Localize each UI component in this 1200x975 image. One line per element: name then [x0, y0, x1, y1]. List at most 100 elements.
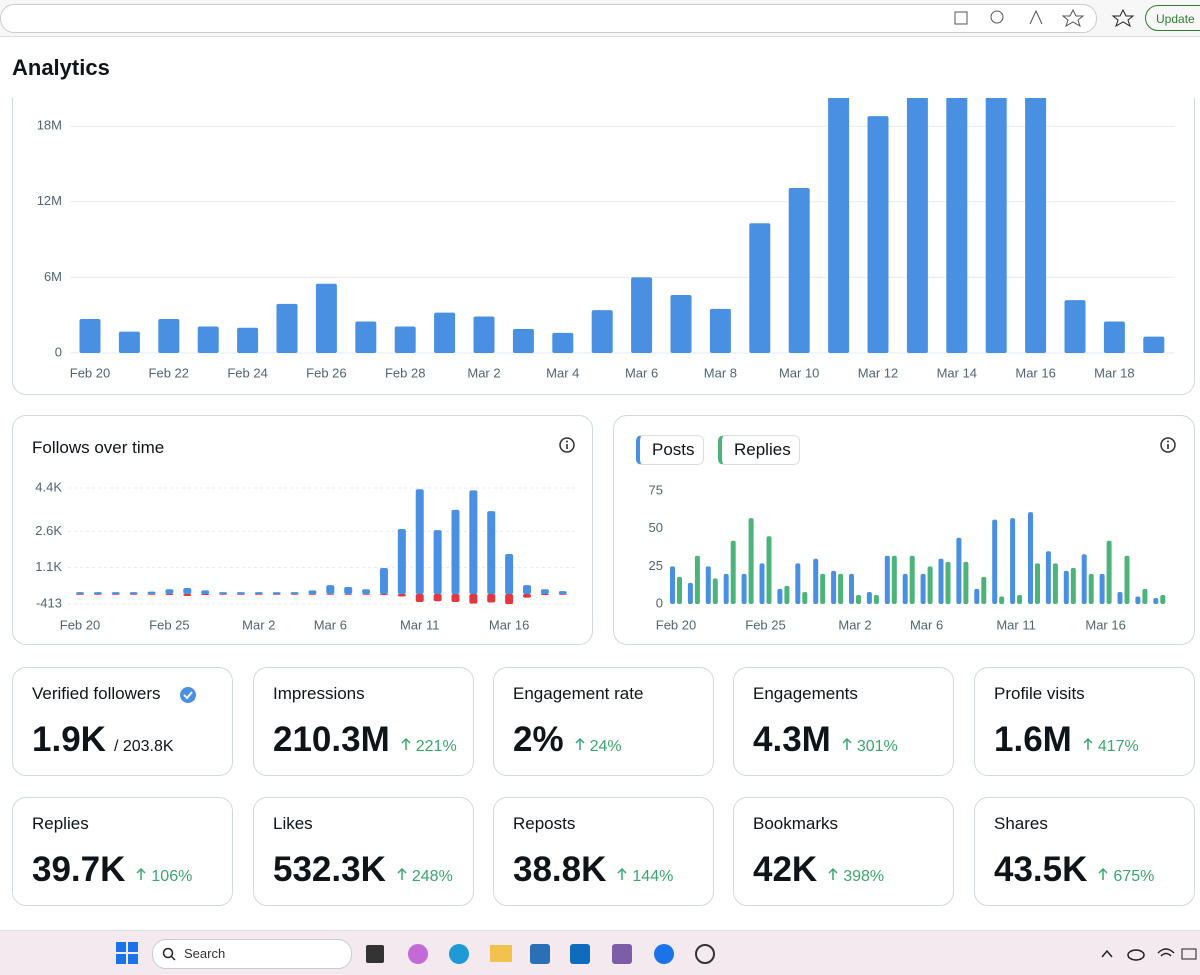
- up-arrow: [842, 737, 852, 750]
- stat-value: 4.3M: [753, 720, 831, 759]
- icon[interactable]: [366, 945, 384, 963]
- stat-label: Bookmarks: [753, 814, 839, 833]
- stat-card: Engagement rate 2% 24%: [493, 667, 714, 776]
- stat-value: 39.7K: [32, 850, 126, 889]
- stat-label: Engagements: [753, 684, 858, 703]
- stat-value: 2%: [513, 720, 564, 759]
- icon[interactable]: [570, 944, 590, 964]
- stat-value: 532.3K: [273, 850, 386, 889]
- icon[interactable]: [408, 944, 428, 964]
- icon[interactable]: [695, 944, 715, 964]
- icon[interactable]: [1181, 948, 1197, 960]
- search-box[interactable]: Search: [152, 939, 352, 969]
- icon: [116, 942, 126, 952]
- address-field[interactable]: [0, 4, 1097, 33]
- stat-label: Reposts: [513, 814, 576, 833]
- follows-card: Follows over time: [12, 415, 593, 645]
- stat-value: 1.9K: [32, 720, 106, 759]
- up-arrow: [828, 867, 838, 880]
- stat-row: 42K 398%: [753, 850, 884, 890]
- stat-card: Verified followers 1.9K / 203.8K: [12, 667, 233, 776]
- icon[interactable]: [1101, 949, 1113, 958]
- icon[interactable]: [530, 944, 550, 964]
- header: Analytics: [0, 37, 1200, 98]
- stat-value: 43.5K: [994, 850, 1088, 889]
- arrow: [617, 867, 627, 880]
- stat-card: Replies 39.7K 106%: [12, 797, 233, 906]
- icon[interactable]: [654, 944, 674, 964]
- icon[interactable]: [954, 11, 968, 25]
- badge-check: [183, 691, 193, 700]
- stat-value: 42K: [753, 850, 818, 889]
- icon[interactable]: [1111, 8, 1135, 28]
- icon[interactable]: [490, 945, 512, 962]
- stat-row: 2% 24%: [513, 720, 622, 760]
- stat-row: 39.7K 106%: [32, 850, 192, 890]
- icon: [1167, 444, 1169, 449]
- stat-change: 301%: [856, 738, 898, 755]
- stat-change: 398%: [843, 868, 885, 885]
- stat-card: Profile visits 1.6M 417%: [974, 667, 1195, 776]
- stat-card: Engagements 4.3M 301%: [733, 667, 954, 776]
- icon[interactable]: [612, 944, 632, 964]
- stat-label: Engagement rate: [513, 684, 644, 703]
- impressions-card: [12, 60, 1195, 395]
- stat-change: 24%: [589, 738, 622, 755]
- icon: [566, 444, 568, 449]
- stat-row: 1.9K / 203.8K: [32, 720, 174, 760]
- stat-row: 38.8K 144%: [513, 850, 673, 890]
- icon: [1160, 437, 1176, 453]
- icon[interactable]: [449, 944, 469, 964]
- arrow: [842, 737, 852, 750]
- stat-label: Profile visits: [994, 684, 1085, 703]
- arrow: [575, 737, 585, 750]
- icon[interactable]: [990, 10, 1004, 24]
- legend-item[interactable]: Replies: [718, 435, 800, 465]
- icon[interactable]: [1029, 9, 1043, 25]
- stat-value: 1.6M: [994, 720, 1072, 759]
- stat-card: Bookmarks 42K 398%: [733, 797, 954, 906]
- stat-card: Impressions 210.3M 221%: [253, 667, 474, 776]
- browser-bar: Update: [0, 0, 1200, 37]
- arrow: [136, 867, 146, 880]
- stat-row: 532.3K 248%: [273, 850, 453, 890]
- icon: [566, 440, 568, 443]
- verified-badge: [180, 687, 196, 703]
- update-button[interactable]: Update: [1145, 5, 1200, 31]
- posts-card: Posts Replies: [613, 415, 1195, 645]
- start-icon[interactable]: [116, 942, 138, 964]
- up-arrow: [617, 867, 627, 880]
- icon: [116, 954, 126, 964]
- stat-change: 675%: [1113, 868, 1155, 885]
- stat-change: 248%: [411, 868, 453, 885]
- toolbar-icons: [954, 8, 1135, 28]
- arrow: [828, 867, 838, 880]
- stat-total: / 203.8K: [113, 738, 174, 755]
- stat-card: Likes 532.3K 248%: [253, 797, 474, 906]
- icon: [128, 942, 138, 952]
- taskbar-icons: [366, 944, 1197, 964]
- search-icon: [162, 947, 176, 961]
- arrow: [401, 737, 411, 750]
- stat-row: 43.5K 675%: [994, 850, 1154, 890]
- stat-label: Shares: [994, 814, 1048, 833]
- stat-row: 210.3M 221%: [273, 720, 457, 760]
- info-icon[interactable]: [1159, 436, 1177, 454]
- up-arrow: [1083, 737, 1093, 750]
- up-arrow: [136, 867, 146, 880]
- stat-change: 417%: [1097, 738, 1139, 755]
- icon[interactable]: [1061, 8, 1085, 28]
- arrow: [397, 867, 407, 880]
- info-icon[interactable]: [558, 436, 576, 454]
- stat-value: 210.3M: [273, 720, 390, 759]
- up-arrow: [1098, 867, 1108, 880]
- stat-row: 4.3M 301%: [753, 720, 898, 760]
- stat-change: 144%: [632, 868, 674, 885]
- up-arrow: [575, 737, 585, 750]
- legend-item[interactable]: Posts: [636, 435, 704, 465]
- icon[interactable]: [1157, 948, 1175, 957]
- icon[interactable]: [1127, 949, 1145, 961]
- stat-label: Likes: [273, 814, 313, 833]
- arrow: [1098, 867, 1108, 880]
